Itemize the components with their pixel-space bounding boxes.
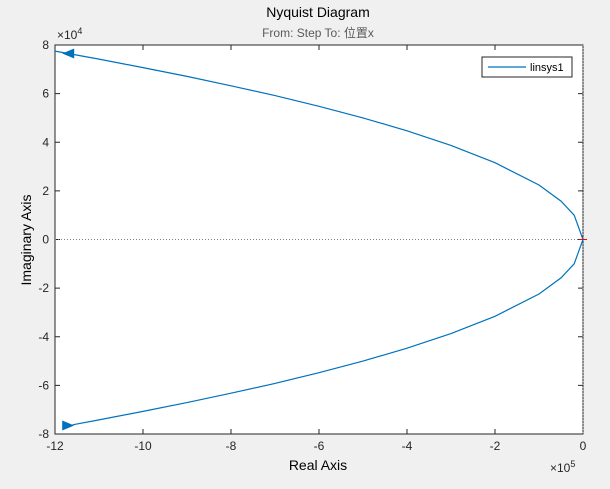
axis-ticks: -12 -10 -8 -6 -4 -2 0 -8 -6 -4 -2 0 2 4 6 8 — [38, 38, 586, 453]
y-tick-label: 6 — [42, 87, 49, 101]
y-tick-label: 8 — [42, 38, 49, 52]
chart-title: Nyquist Diagram — [266, 4, 369, 20]
series-layer — [54, 48, 587, 431]
x-tick-label: -10 — [134, 439, 152, 453]
x-tick-label: -8 — [226, 439, 237, 453]
y-tick-label: -8 — [38, 427, 49, 441]
x-tick-label: -4 — [402, 439, 413, 453]
y-axis-label: Imaginary Axis — [18, 194, 34, 285]
legend-box — [481, 56, 573, 78]
y-tick-label: -6 — [38, 378, 49, 392]
y-tick-label: 2 — [42, 184, 49, 198]
chart-subtitle: From: Step To: 位置x — [262, 25, 374, 40]
legend: linsys1 — [481, 56, 573, 78]
x-tick-label: -2 — [490, 439, 501, 453]
zero-reference-line — [55, 45, 584, 434]
y-tick-label: 4 — [42, 135, 49, 149]
y-tick-label: -4 — [38, 330, 49, 344]
direction-arrow — [62, 48, 75, 59]
y-tick-label: -2 — [38, 281, 49, 295]
x-tick-label: 0 — [580, 439, 587, 453]
x-tick-label: -6 — [314, 439, 325, 453]
y-exponent-label: ×104 — [57, 26, 82, 42]
y-tick-label: 0 — [42, 233, 49, 247]
x-axis-label: Real Axis — [289, 457, 347, 473]
direction-arrow — [62, 420, 75, 431]
legend-entry-linsys1: linsys1 — [530, 62, 564, 74]
x-exponent-label: ×105 — [550, 459, 575, 475]
x-tick-label: -12 — [46, 439, 64, 453]
